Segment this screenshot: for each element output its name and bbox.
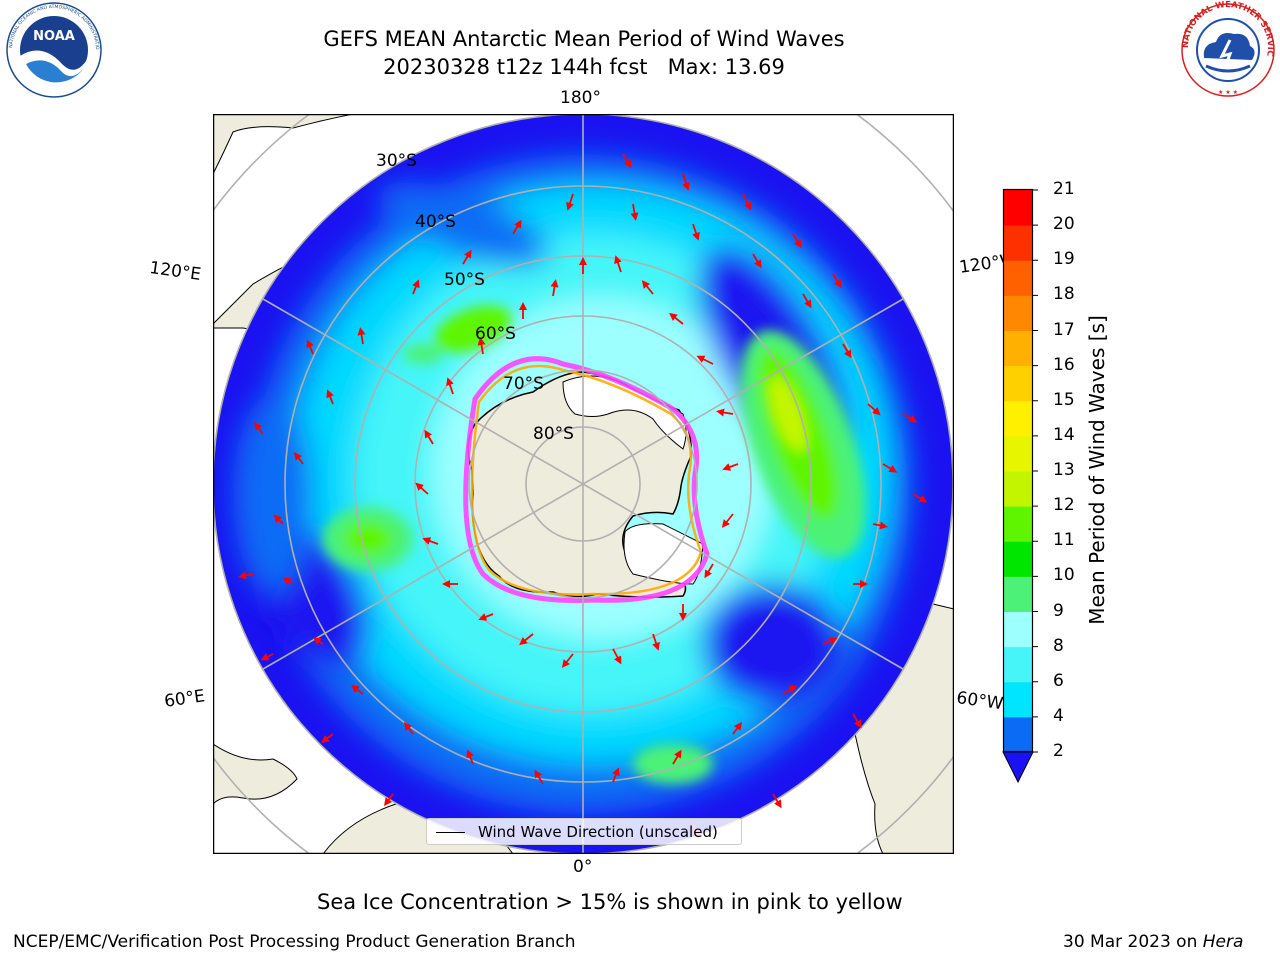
colorbar-cell xyxy=(1004,681,1032,718)
lat-label-70s: 70°S xyxy=(503,374,544,394)
footer-date: 30 Mar 2023 on xyxy=(1063,932,1203,952)
colorbar-tick-label: 16 xyxy=(1053,354,1075,375)
colorbar-tick-label: 6 xyxy=(1053,670,1064,691)
colorbar-cell xyxy=(1004,365,1032,402)
lat-label-80s: 80°S xyxy=(533,424,574,444)
colorbar-tick-label: 13 xyxy=(1053,460,1075,480)
colorbar-cell xyxy=(1004,716,1032,753)
map-subtitle: 20230328 t12z 144h fcst Max: 13.69 xyxy=(383,55,785,79)
polar-map xyxy=(213,114,954,854)
colorbar-tick-label: 19 xyxy=(1053,249,1075,270)
noaa-logo-text: NOAA xyxy=(33,29,75,44)
colorbar-tick-label: 18 xyxy=(1053,284,1075,305)
lat-label-60s: 60°S xyxy=(475,324,516,344)
colorbar-cell xyxy=(1004,225,1032,261)
colorbar-tick-label: 20 xyxy=(1053,214,1075,235)
lat-label-50s: 50°S xyxy=(444,270,485,290)
colorbar-cell xyxy=(1004,541,1032,577)
colorbar-tick-label: 2 xyxy=(1053,741,1064,761)
lon-label-0: 0° xyxy=(573,857,593,877)
colorbar-cell xyxy=(1004,506,1032,542)
colorbar-cell xyxy=(1004,576,1032,612)
colorbar-tick-label: 8 xyxy=(1053,635,1064,656)
colorbar-cell xyxy=(1004,471,1032,507)
lon-label-120e: 120°E xyxy=(148,258,203,286)
lat-label-40s: 40°S xyxy=(415,212,456,232)
footer-left: NCEP/EMC/Verification Post Processing Pr… xyxy=(13,932,576,952)
map-legend: Wind Wave Direction (unscaled) xyxy=(426,818,742,845)
colorbar-tick-label: 12 xyxy=(1053,495,1075,516)
lon-label-60e: 60°E xyxy=(163,686,207,712)
colorbar-tick-label: 21 xyxy=(1053,179,1075,199)
colorbar-cell xyxy=(1004,435,1032,472)
colorbar-cell xyxy=(1004,400,1032,437)
nws-stars: ★ ★ ★ xyxy=(1218,89,1238,96)
colorbar-cell xyxy=(1004,646,1032,683)
colorbar-under-triangle xyxy=(1002,751,1034,784)
noaa-logo: NOAA NATIONAL OCEANIC AND ATMOSPHERIC AD… xyxy=(2,2,102,98)
sea-ice-note: Sea Ice Concentration > 15% is shown in … xyxy=(317,890,903,914)
lat-label-30s: 30°S xyxy=(376,151,417,171)
colorbar-tick-label: 4 xyxy=(1053,705,1064,726)
colorbar-cell xyxy=(1004,330,1032,367)
colorbar-label: Mean Period of Wind Waves [s] xyxy=(1085,315,1109,625)
colorbar-tick-label: 14 xyxy=(1053,424,1075,445)
colorbar-tick-label: 11 xyxy=(1053,530,1075,551)
colorbar-tick-label: 9 xyxy=(1053,600,1064,621)
colorbar-tick-label: 10 xyxy=(1053,565,1075,586)
colorbar-cell xyxy=(1004,190,1032,226)
lon-label-180: 180° xyxy=(560,88,601,108)
colorbar-cells xyxy=(1004,190,1032,753)
colorbar-cell xyxy=(1004,260,1032,296)
nws-logo: NATIONAL WEATHER SERVICE ★ ★ ★ xyxy=(1176,0,1275,97)
legend-label: Wind Wave Direction (unscaled) xyxy=(478,823,718,841)
footer-machine: Hera xyxy=(1202,932,1244,952)
map-title: GEFS MEAN Antarctic Mean Period of Wind … xyxy=(323,27,845,51)
legend-line-swatch xyxy=(436,832,465,833)
colorbar xyxy=(1002,188,1038,784)
wind-wave-arrows xyxy=(238,153,928,839)
colorbar-tick-label: 17 xyxy=(1053,319,1075,340)
footer-right: 30 Mar 2023 on Hera xyxy=(1063,932,1243,952)
colorbar-tick-label: 15 xyxy=(1053,389,1075,410)
lon-label-60w: 60°W xyxy=(955,688,1005,715)
colorbar-cell xyxy=(1004,611,1032,648)
colorbar-cell xyxy=(1004,295,1032,331)
